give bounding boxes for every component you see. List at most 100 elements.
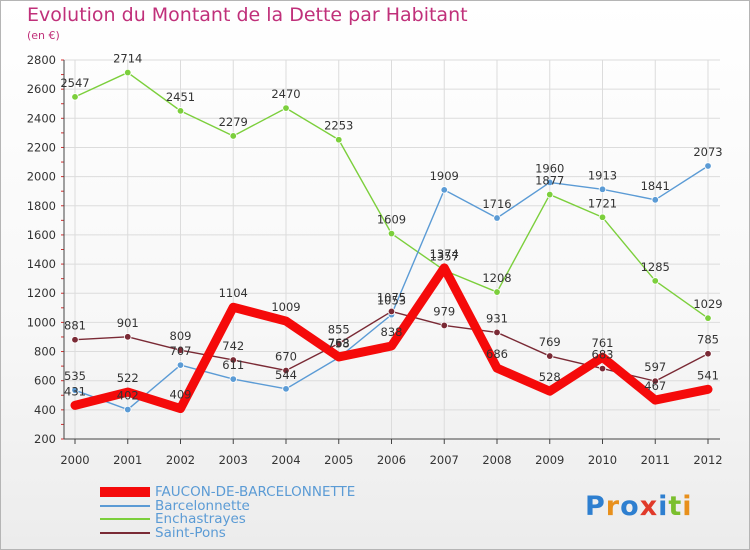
y-tick-label: 1400 xyxy=(27,257,56,271)
data-label: 763 xyxy=(328,336,350,350)
logo-letter: o xyxy=(620,491,640,522)
x-tick-label: 2012 xyxy=(693,453,722,467)
x-tick-label: 2010 xyxy=(588,453,617,467)
logo-letter: t xyxy=(668,491,683,522)
data-point xyxy=(282,104,290,112)
data-label: 1909 xyxy=(430,169,459,183)
data-label: 528 xyxy=(539,370,561,384)
data-label: 2547 xyxy=(60,76,89,90)
x-tick-label: 2000 xyxy=(60,453,89,467)
data-label: 467 xyxy=(644,379,666,393)
x-tick-label: 2011 xyxy=(641,453,670,467)
series-line xyxy=(70,263,713,414)
data-point xyxy=(493,214,501,222)
data-label: 535 xyxy=(64,369,86,383)
data-label: 1841 xyxy=(641,179,670,193)
data-point xyxy=(335,339,343,348)
logo-letter: i xyxy=(658,491,669,522)
data-point xyxy=(229,356,237,364)
y-tick-label: 400 xyxy=(34,403,56,417)
x-tick-label: 2001 xyxy=(113,453,142,467)
legend-label: FAUCON-DE-BARCELONNETTE xyxy=(155,484,356,500)
legend-swatch xyxy=(100,487,150,497)
data-label: 2451 xyxy=(166,90,195,104)
data-point xyxy=(546,178,554,187)
data-point xyxy=(546,190,554,199)
data-label: 979 xyxy=(433,304,455,318)
data-label: 742 xyxy=(222,339,244,353)
data-label: 881 xyxy=(64,319,86,333)
data-label: 1053 xyxy=(377,294,406,308)
data-point xyxy=(440,186,448,194)
chart-title: Evolution du Montant de la Dette par Hab… xyxy=(27,4,468,26)
data-label: 2073 xyxy=(693,145,722,159)
data-point xyxy=(704,162,712,170)
data-label: 901 xyxy=(117,316,139,330)
data-point xyxy=(335,136,343,144)
x-tick-label: 2007 xyxy=(430,453,459,467)
data-label: 2714 xyxy=(113,52,142,66)
legend-swatch xyxy=(100,518,150,520)
data-label: 1208 xyxy=(482,271,511,285)
logo-letter: r xyxy=(605,491,621,522)
y-tick-label: 2200 xyxy=(27,140,56,154)
data-label: 686 xyxy=(486,347,508,361)
data-label: 1075 xyxy=(377,290,406,304)
legend-label: Enchastrayes xyxy=(155,511,246,527)
x-tick-label: 2002 xyxy=(166,453,195,467)
y-tick-label: 2400 xyxy=(27,111,56,125)
data-point xyxy=(176,107,185,115)
data-label: 2253 xyxy=(324,119,353,133)
y-tick-label: 1000 xyxy=(27,315,56,329)
y-tick-label: 800 xyxy=(34,345,56,359)
data-label: 931 xyxy=(486,311,508,325)
data-point xyxy=(229,375,237,383)
data-label: 1374 xyxy=(430,247,459,261)
data-label: 402 xyxy=(117,389,139,403)
data-point xyxy=(704,314,712,322)
y-tick-label: 200 xyxy=(34,432,56,446)
x-tick-label: 2004 xyxy=(271,453,300,467)
x-tick-label: 2006 xyxy=(377,453,406,467)
data-point xyxy=(546,352,554,360)
data-label: 1877 xyxy=(535,174,564,188)
data-label: 785 xyxy=(697,333,719,347)
grid xyxy=(64,59,720,440)
data-label: 541 xyxy=(697,368,719,382)
data-point xyxy=(124,405,132,414)
data-label: 611 xyxy=(222,358,244,372)
data-point xyxy=(176,346,185,354)
x-tick-label: 2009 xyxy=(535,453,564,467)
x-tick-label: 2003 xyxy=(219,453,248,467)
y-tick-label: 600 xyxy=(34,374,56,388)
data-point xyxy=(598,185,607,193)
logo-letter: i xyxy=(682,491,693,522)
axes: 200 400 600 800 1000 1200 1400 1600 1800 2000 2200… xyxy=(27,53,723,467)
data-label: 544 xyxy=(275,368,297,382)
data-label: 2470 xyxy=(271,87,300,101)
y-tick-label: 2000 xyxy=(27,170,56,184)
chart-unit-label: (en €) xyxy=(27,29,60,42)
data-label: 1913 xyxy=(588,168,617,182)
data-label: 707 xyxy=(170,344,192,358)
data-label: 838 xyxy=(381,325,403,339)
data-point xyxy=(229,132,237,140)
y-tick-label: 2600 xyxy=(27,82,56,96)
x-tick-label: 2008 xyxy=(482,453,511,467)
data-label: 431 xyxy=(64,384,86,398)
data-point xyxy=(440,321,448,330)
series xyxy=(70,68,713,414)
logo-letter: x xyxy=(639,491,659,522)
data-label: 409 xyxy=(170,388,192,402)
data-point xyxy=(387,307,396,316)
legend-label: Barcelonnette xyxy=(155,497,250,514)
data-label: 809 xyxy=(170,329,192,343)
data-label: 1357 xyxy=(430,249,459,263)
data-label: 758 xyxy=(328,337,350,351)
data-label: 1716 xyxy=(482,197,511,211)
y-tick-label: 1200 xyxy=(27,286,56,300)
data-label: 1960 xyxy=(535,161,564,175)
data-label: 1029 xyxy=(693,297,722,311)
